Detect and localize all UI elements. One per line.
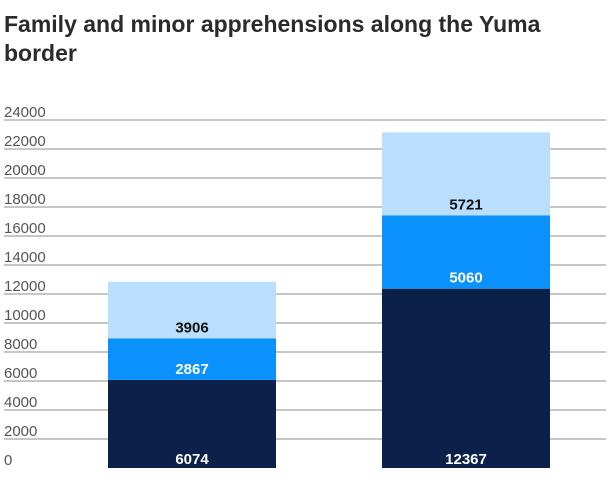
bar-2-segment-3 (382, 132, 550, 216)
bar-1-segment-3 (108, 281, 276, 339)
data-label-2-1: 12367 (445, 451, 487, 468)
bar-1-segment-2 (108, 338, 276, 380)
y-tick-2000: 2000 (4, 423, 37, 440)
bars (108, 132, 550, 468)
y-tick-6000: 6000 (4, 365, 37, 382)
y-tick-0: 0 (4, 452, 12, 469)
data-labels: 6074 2867 3906 12367 5060 5721 (175, 196, 487, 468)
bar-1-segment-1 (108, 379, 276, 468)
y-tick-8000: 8000 (4, 336, 37, 353)
data-label-1-1: 6074 (175, 451, 209, 468)
y-tick-22000: 22000 (4, 133, 46, 150)
y-tick-10000: 10000 (4, 307, 46, 324)
data-label-2-3: 5721 (449, 196, 482, 213)
data-label-2-2: 5060 (449, 270, 482, 287)
bar-2-segment-2 (382, 215, 550, 289)
data-label-1-3: 3906 (175, 319, 208, 336)
bar-2-segment-1 (382, 288, 550, 468)
y-tick-24000: 24000 (4, 104, 46, 121)
y-tick-4000: 4000 (4, 394, 37, 411)
y-tick-16000: 16000 (4, 220, 46, 237)
y-axis-ticks: 0 2000 4000 6000 8000 10000 12000 14000 16000 180… (4, 104, 46, 469)
data-label-1-2: 2867 (175, 361, 208, 378)
chart-title: Family and minor apprehensions along the… (4, 11, 541, 66)
y-tick-18000: 18000 (4, 191, 46, 208)
y-tick-14000: 14000 (4, 249, 46, 266)
y-tick-20000: 20000 (4, 162, 46, 179)
y-tick-12000: 12000 (4, 278, 46, 295)
